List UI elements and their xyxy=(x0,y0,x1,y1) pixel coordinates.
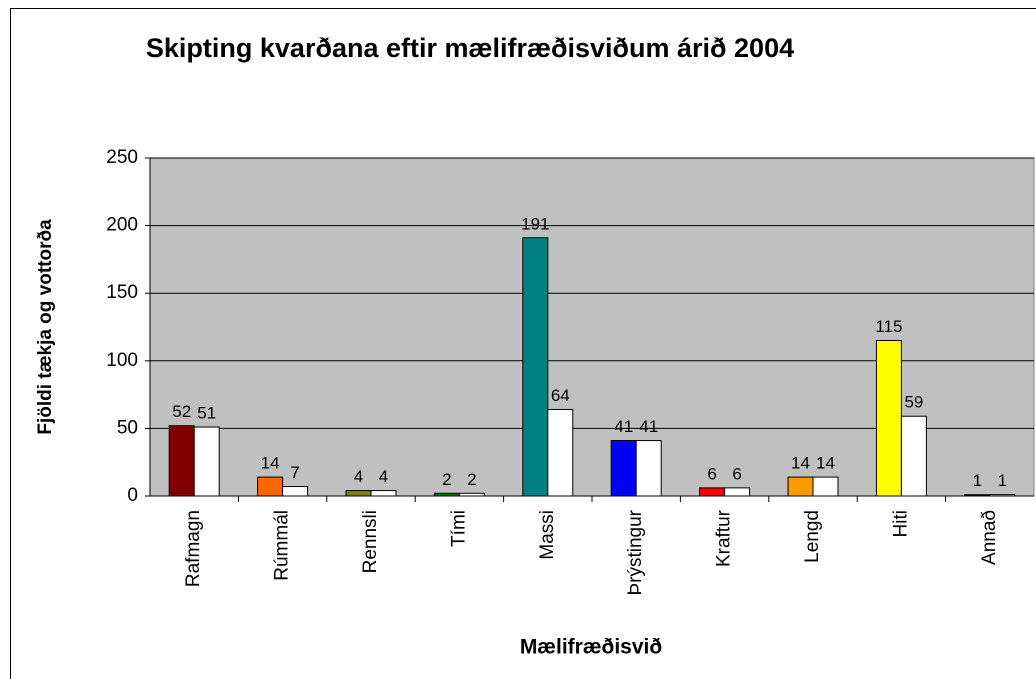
y-tick-label: 0 xyxy=(127,485,138,506)
bar xyxy=(989,494,1016,497)
y-tick-label: 100 xyxy=(106,350,138,371)
data-label: 4 xyxy=(354,467,363,486)
data-label: 7 xyxy=(290,463,299,482)
y-tick-label: 200 xyxy=(106,215,138,236)
bar xyxy=(964,494,991,497)
data-label: 1 xyxy=(998,471,1007,490)
bar xyxy=(547,408,574,497)
chart-frame xyxy=(10,8,1036,679)
bar xyxy=(610,440,637,497)
bar xyxy=(193,426,220,497)
bar xyxy=(458,492,485,497)
bar xyxy=(370,490,397,497)
bar xyxy=(787,476,814,497)
bar xyxy=(345,490,372,497)
chart-title: Skipting kvarðana eftir mælifræðisviðum … xyxy=(145,33,795,63)
x-tick-label: Rúmmál xyxy=(272,510,293,581)
x-tick-label: Hiti xyxy=(890,510,911,537)
bar xyxy=(900,415,927,497)
bar xyxy=(433,492,460,497)
data-label: 2 xyxy=(442,470,451,489)
bar xyxy=(522,237,549,497)
x-tick-label: Rafmagn xyxy=(183,510,204,587)
x-tick-label: Lengd xyxy=(802,510,823,563)
data-label: 52 xyxy=(172,402,191,421)
bar xyxy=(812,476,839,497)
x-tick-label: Kraftur xyxy=(714,509,735,567)
bar xyxy=(168,425,195,497)
data-label: 2 xyxy=(467,470,476,489)
x-tick-label: Annað xyxy=(979,510,1000,565)
data-label: 4 xyxy=(379,467,388,486)
data-label: 191 xyxy=(521,214,549,233)
data-label: 41 xyxy=(639,417,658,436)
y-tick-label: 50 xyxy=(117,417,138,438)
data-label: 14 xyxy=(791,454,810,473)
x-axis-label: Mælifræðisvið xyxy=(520,636,662,659)
data-label: 64 xyxy=(551,386,570,405)
bar xyxy=(282,486,309,497)
bar xyxy=(635,440,662,497)
bar xyxy=(699,487,726,497)
y-tick-label: 150 xyxy=(106,282,138,303)
data-label: 41 xyxy=(614,417,633,436)
bar xyxy=(875,340,902,497)
bar xyxy=(724,487,751,497)
data-label: 6 xyxy=(732,464,741,483)
data-label: 14 xyxy=(261,454,280,473)
data-label: 1 xyxy=(973,471,982,490)
data-label: 59 xyxy=(904,393,923,412)
x-tick-label: Massi xyxy=(537,510,558,560)
y-axis-label: Fjöldi tækja og vottorða xyxy=(35,219,56,435)
data-label: 115 xyxy=(875,317,902,336)
bar xyxy=(257,476,284,497)
x-tick-label: Tími xyxy=(448,510,469,547)
x-tick-label: Rennsli xyxy=(360,510,381,573)
y-tick-label: 250 xyxy=(106,147,138,168)
data-label: 14 xyxy=(816,454,835,473)
data-label: 51 xyxy=(197,404,216,423)
data-label: 6 xyxy=(707,464,716,483)
x-tick-label: Þrýstingur xyxy=(625,509,646,595)
